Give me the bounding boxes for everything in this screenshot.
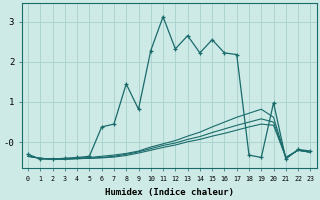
X-axis label: Humidex (Indice chaleur): Humidex (Indice chaleur) [105, 188, 234, 197]
